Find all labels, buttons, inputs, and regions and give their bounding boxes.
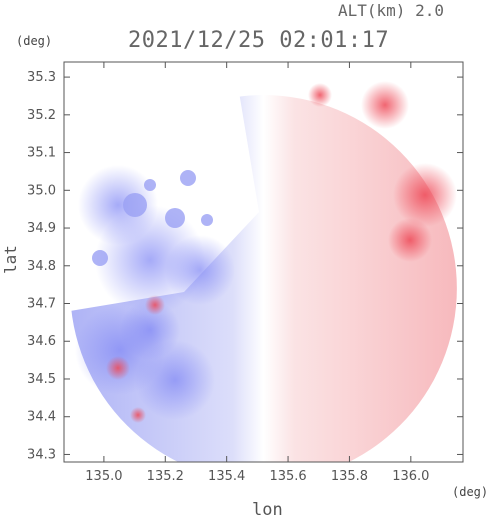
negative-velocity-echo [165,208,185,228]
positive-velocity-patch [308,83,332,107]
negative-velocity-patch [165,235,235,305]
y-tick-label: 34.9 [27,221,56,236]
y-tick-label: 34.6 [27,334,56,349]
x-tick-label: 135.4 [208,469,245,484]
y-tick-label: 34.7 [27,297,56,312]
positive-velocity-patch [145,295,165,315]
y-tick-label: 34.5 [27,372,56,387]
positive-velocity-patch [130,407,146,423]
y-tick-label: 35.3 [27,70,56,85]
x-axis-label: lon [252,500,283,520]
negative-velocity-echo [92,250,108,266]
y-tick-label: 35.2 [27,108,56,123]
negative-velocity-echo [201,214,213,226]
lat-unit-label: (deg) [16,34,53,48]
x-tick-label: 135.8 [331,469,368,484]
positive-velocity-patch [388,218,432,262]
velocity-field [64,62,457,462]
x-tick-label: 135.6 [269,469,306,484]
x-tick-label: 135.0 [85,469,122,484]
velocity-layer [64,62,457,462]
y-tick-label: 35.1 [27,146,56,161]
y-tick-label: 35.0 [27,183,56,198]
negative-velocity-echo [144,179,156,191]
y-tick-label: 34.3 [27,447,56,462]
plot-axes: 34.3 34.4 34.5 34.6 34.7 34.8 34.9 35.0 35.1 35.2… [27,61,464,484]
negative-velocity-patch [135,340,215,420]
x-tick-label: 136.0 [392,469,429,484]
x-tick-label: 135.2 [147,469,184,484]
y-tick-label: 34.8 [27,259,56,274]
negative-velocity-patch [120,300,180,360]
positive-velocity-patch [393,163,457,227]
positive-velocity-patch [106,356,130,380]
timestamp-title: 2021/12/25 02:01:17 [128,28,390,53]
y-tick-label: 34.4 [27,410,56,425]
negative-velocity-echo [123,193,147,217]
positive-velocity-patch [361,81,409,129]
plot-frame [63,61,464,463]
lon-unit-label: (deg) [452,485,489,499]
altitude-label: ALT(km) 2.0 [338,1,444,20]
negative-velocity-echo [180,170,196,186]
